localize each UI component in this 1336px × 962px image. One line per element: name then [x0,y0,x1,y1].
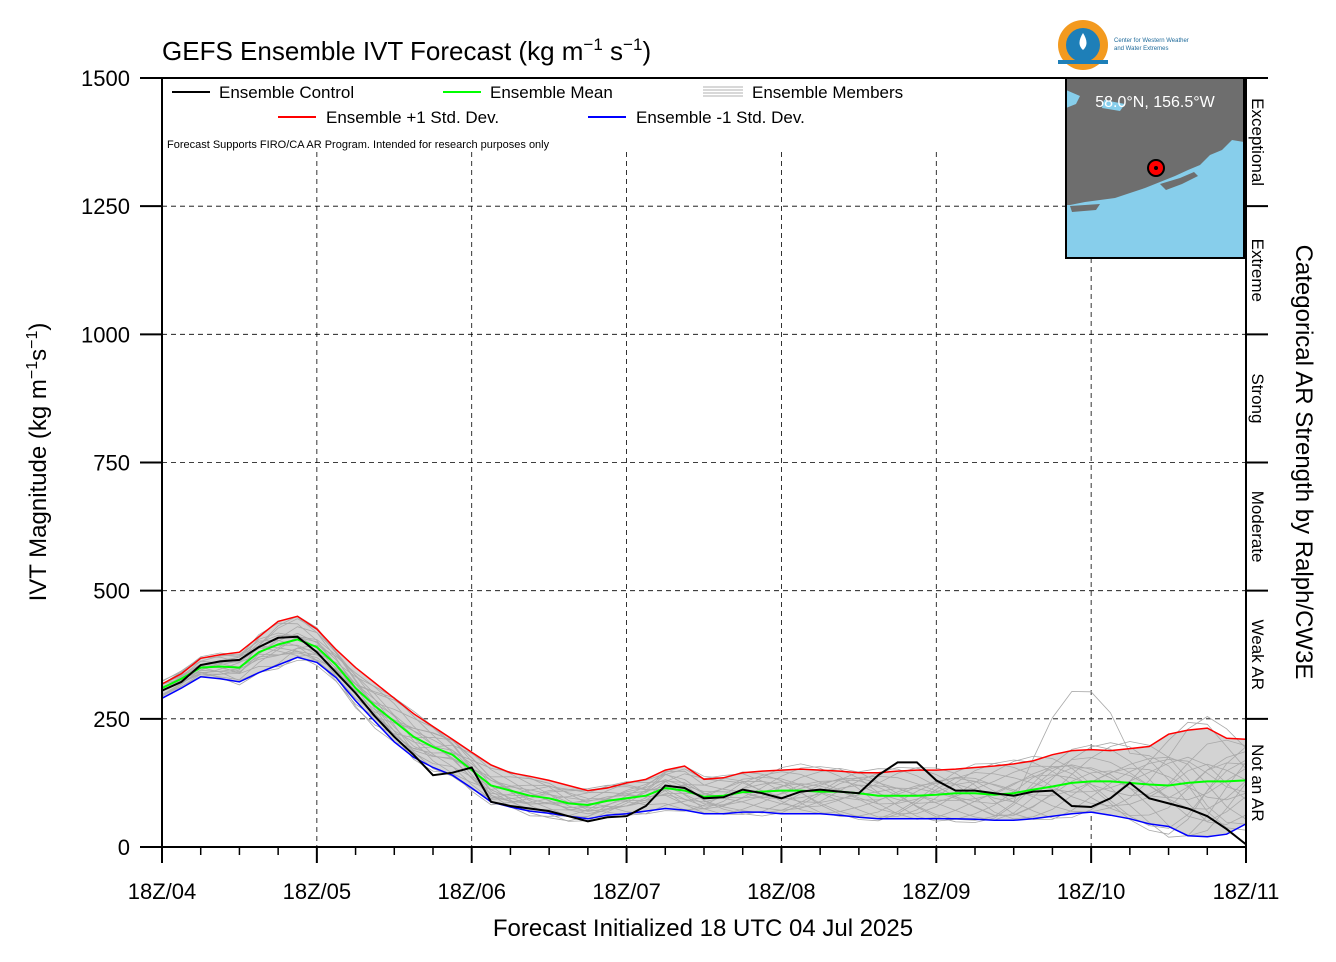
y-axis-title: IVT Magnitude (kg m−1s−1) [24,323,52,602]
disclaimer-note: Forecast Supports FIRO/CA AR Program. In… [167,139,550,151]
y-tick-label: 250 [93,707,130,732]
logo-drop-icon [1079,33,1087,50]
legend-label-plus-std: Ensemble +1 Std. Dev. [326,108,499,127]
ensemble-member-line [161,636,1247,815]
x-tick-label: 18Z/04 [128,879,197,904]
series-line-ensemble-mean [161,638,1247,807]
category-label: Extreme [1248,239,1267,302]
y-tick-label: 0 [118,835,130,860]
category-label: Not an AR [1248,744,1267,822]
legend-label-control: Ensemble Control [219,83,354,102]
chart-title: GEFS Ensemble IVT Forecast (kg m−1 s−1) [162,35,651,66]
category-label: Moderate [1248,491,1267,563]
x-tick-label: 18Z/11 [1213,879,1280,904]
ensemble-member-line [161,645,1247,837]
legend-label-minus-std: Ensemble -1 Std. Dev. [636,108,805,127]
category-label: Exceptional [1248,98,1267,186]
ensemble-member-line [161,615,1247,822]
inset-map: 58.0°N, 156.5°W [1065,77,1245,259]
logo-line-2: and Water Extremes [1114,46,1168,52]
series-line-ensemble-control [161,635,1247,846]
inset-land [1066,78,1244,205]
cw3e-logo: Center for Western Weather and Water Ext… [1058,20,1189,70]
x-tick-label: 18Z/06 [437,879,506,904]
x-axis-title: Forecast Initialized 18 UTC 04 Jul 2025 [493,915,913,942]
legend-swatch-members [703,86,743,97]
x-tick-label: 18Z/08 [747,879,816,904]
ensemble-member-line [161,659,1247,823]
ensemble-member-line [161,626,1247,818]
x-tick-label: 18Z/10 [1057,879,1126,904]
right-axis-title: Categorical AR Strength by Ralph/CW3E [1290,245,1317,680]
x-tick-label: 18Z/05 [283,879,352,904]
y-tick-label: 500 [93,579,130,604]
legend: Ensemble Control Ensemble Mean Ensemble … [167,83,903,151]
legend-label-members: Ensemble Members [752,83,903,102]
y-tick-label: 1250 [81,194,130,219]
y-tick-label: 750 [93,451,130,476]
category-label: Strong [1248,373,1267,423]
series-line-ensemble-1-std-dev- [161,615,1247,792]
series-lines [161,615,1247,846]
y-tick-label: 1500 [81,66,130,91]
y-tick-label: 1000 [81,322,130,347]
logo-line-1: Center for Western Weather [1114,38,1189,44]
category-label: Weak AR [1248,620,1267,691]
inset-location-label: 58.0°N, 156.5°W [1095,94,1215,111]
series-line-ensemble-1-std-dev- [161,656,1247,838]
axes: 0 250 500 750 1000 1250 1500 18Z/04 18Z/05 18Z/06… [81,66,1279,904]
x-tick-label: 18Z/09 [902,879,971,904]
legend-label-mean: Ensemble Mean [490,83,613,102]
ensemble-member-line [161,652,1247,822]
x-tick-label: 18Z/07 [592,879,661,904]
